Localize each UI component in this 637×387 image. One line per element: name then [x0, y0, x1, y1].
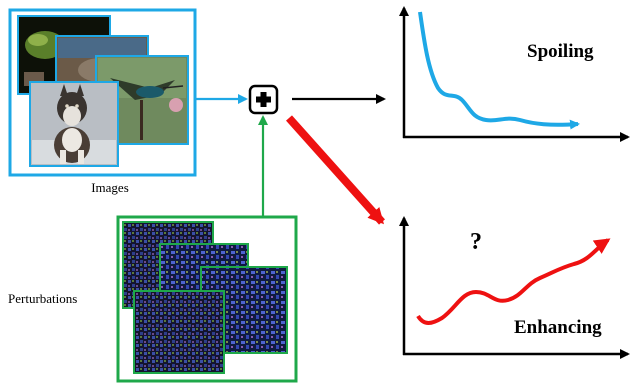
spoiling-curve	[418, 11, 580, 130]
perturbation-tile-4	[133, 290, 225, 374]
perturbations-group: Perturbations	[8, 215, 298, 383]
perturbations-frame	[116, 215, 298, 383]
perturbations-label: Perturbations	[8, 291, 77, 306]
image-thumbnail-hummingbird	[95, 55, 189, 145]
enhancing-curve	[416, 238, 611, 325]
plus-in-box-icon	[248, 84, 279, 115]
enhancing-plot: ? Enhancing	[399, 216, 630, 359]
enhancing-label: Enhancing	[514, 317, 602, 338]
images-label: Images	[91, 180, 129, 195]
images-frame	[8, 8, 197, 177]
image-thumbnail-dog	[29, 81, 119, 167]
question-mark: ?	[470, 229, 482, 255]
spoiling-plot: Spoiling	[399, 6, 630, 142]
combine-to-enhancing-arrow	[286, 115, 385, 225]
images-group: Images	[8, 8, 197, 195]
spoiling-label: Spoiling	[527, 41, 594, 62]
